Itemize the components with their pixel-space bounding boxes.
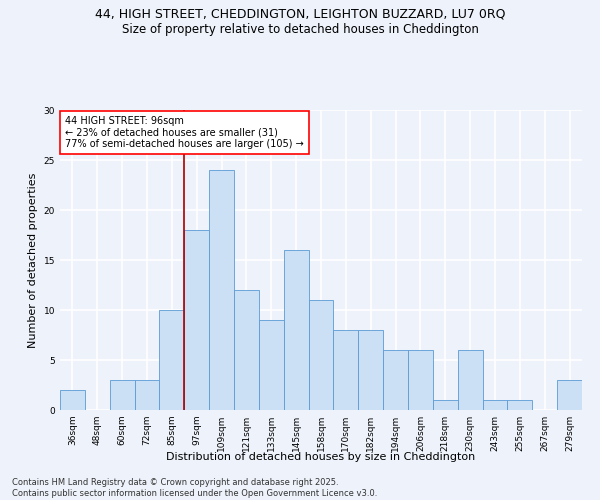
- Bar: [284, 250, 308, 410]
- Text: Size of property relative to detached houses in Cheddington: Size of property relative to detached ho…: [122, 22, 478, 36]
- Bar: [433, 400, 458, 410]
- Bar: [557, 380, 582, 410]
- Bar: [110, 380, 134, 410]
- Bar: [458, 350, 482, 410]
- Text: 44 HIGH STREET: 96sqm
← 23% of detached houses are smaller (31)
77% of semi-deta: 44 HIGH STREET: 96sqm ← 23% of detached …: [65, 116, 304, 149]
- Bar: [334, 330, 358, 410]
- Bar: [308, 300, 334, 410]
- Bar: [383, 350, 408, 410]
- Bar: [134, 380, 160, 410]
- Bar: [482, 400, 508, 410]
- Bar: [259, 320, 284, 410]
- Bar: [60, 390, 85, 410]
- Text: Contains HM Land Registry data © Crown copyright and database right 2025.
Contai: Contains HM Land Registry data © Crown c…: [12, 478, 377, 498]
- Text: Distribution of detached houses by size in Cheddington: Distribution of detached houses by size …: [166, 452, 476, 462]
- Bar: [184, 230, 209, 410]
- Y-axis label: Number of detached properties: Number of detached properties: [28, 172, 38, 348]
- Bar: [408, 350, 433, 410]
- Bar: [160, 310, 184, 410]
- Bar: [358, 330, 383, 410]
- Bar: [234, 290, 259, 410]
- Bar: [209, 170, 234, 410]
- Bar: [508, 400, 532, 410]
- Text: 44, HIGH STREET, CHEDDINGTON, LEIGHTON BUZZARD, LU7 0RQ: 44, HIGH STREET, CHEDDINGTON, LEIGHTON B…: [95, 8, 505, 20]
